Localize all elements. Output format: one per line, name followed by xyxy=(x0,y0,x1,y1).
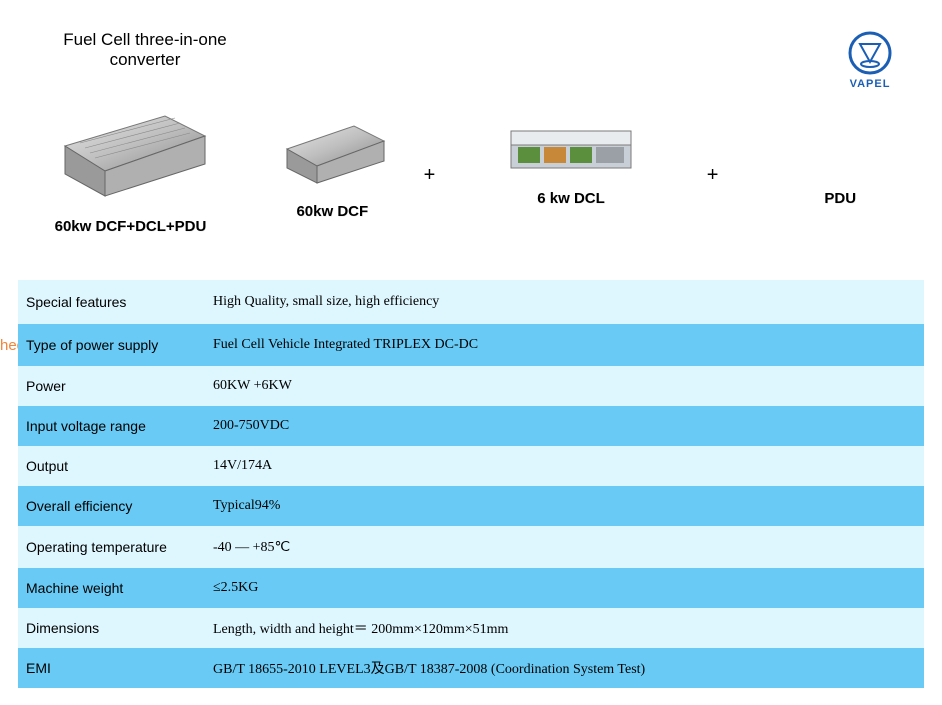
row-value: 60KW +6KW xyxy=(203,372,924,400)
row-label: Special features xyxy=(18,287,203,317)
title-line1: Fuel Cell three-in-one xyxy=(63,30,226,49)
products-row: 60kw DCF+DCL+PDU 60kw DCF + xyxy=(30,80,912,250)
plus-1: + xyxy=(414,164,446,187)
table-row: Type of power supply Fuel Cell Vehicle I… xyxy=(18,324,924,366)
row-value: GB/T 18655-2010 LEVEL3及GB/T 18387-2008 (… xyxy=(203,652,924,684)
row-value: 200-750VDC xyxy=(203,412,924,440)
row-label: Input voltage range xyxy=(18,411,203,441)
product-2-image xyxy=(272,111,392,191)
table-row: EMI GB/T 18655-2010 LEVEL3及GB/T 18387-20… xyxy=(18,648,924,688)
product-3-image xyxy=(506,123,636,178)
product-3: 6 kw DCL xyxy=(475,123,666,207)
product-1: 60kw DCF+DCL+PDU xyxy=(30,96,231,235)
row-label: Overall efficiency xyxy=(18,491,203,521)
row-label: Operating temperature xyxy=(18,532,203,562)
row-label: Power xyxy=(18,371,203,401)
row-value: 14V/174A xyxy=(203,452,924,480)
table-row: Special features High Quality, small siz… xyxy=(18,280,924,324)
row-value: Length, width and height＝ 200mm×120mm×51… xyxy=(203,612,924,644)
product-3-label: 6 kw DCL xyxy=(537,190,605,207)
row-label: Machine weight xyxy=(18,573,203,603)
product-4: PDU xyxy=(768,123,912,207)
product-2: 60kw DCF xyxy=(251,111,414,220)
page-title: Fuel Cell three-in-one converter xyxy=(55,30,235,70)
title-line2: converter xyxy=(110,50,181,69)
row-label: Dimensions xyxy=(18,613,203,643)
spec-table: Special features High Quality, small siz… xyxy=(18,280,924,688)
row-value: -40 — +85℃ xyxy=(203,533,924,562)
row-label: Output xyxy=(18,451,203,481)
product-4-label: PDU xyxy=(824,190,856,207)
table-row: Dimensions Length, width and height＝ 200… xyxy=(18,608,924,648)
table-row: Overall efficiency Typical94% xyxy=(18,486,924,526)
row-value: ≤2.5KG xyxy=(203,574,924,602)
table-row: Power 60KW +6KW xyxy=(18,366,924,406)
product-1-label: 60kw DCF+DCL+PDU xyxy=(55,218,207,235)
row-label: Type of power supply xyxy=(18,330,203,360)
product-1-image xyxy=(45,96,215,206)
row-value: Typical94% xyxy=(203,492,924,520)
plus-2: + xyxy=(697,164,729,187)
row-label: EMI xyxy=(18,653,203,683)
table-row: Machine weight ≤2.5KG xyxy=(18,568,924,608)
table-row: Operating temperature -40 — +85℃ xyxy=(18,526,924,568)
table-row: Output 14V/174A xyxy=(18,446,924,486)
row-value: Fuel Cell Vehicle Integrated TRIPLEX DC-… xyxy=(203,331,924,359)
product-2-label: 60kw DCF xyxy=(296,203,368,220)
row-value: High Quality, small size, high efficienc… xyxy=(203,288,924,316)
table-row: Input voltage range 200-750VDC xyxy=(18,406,924,446)
vapel-logo-icon xyxy=(847,30,893,76)
